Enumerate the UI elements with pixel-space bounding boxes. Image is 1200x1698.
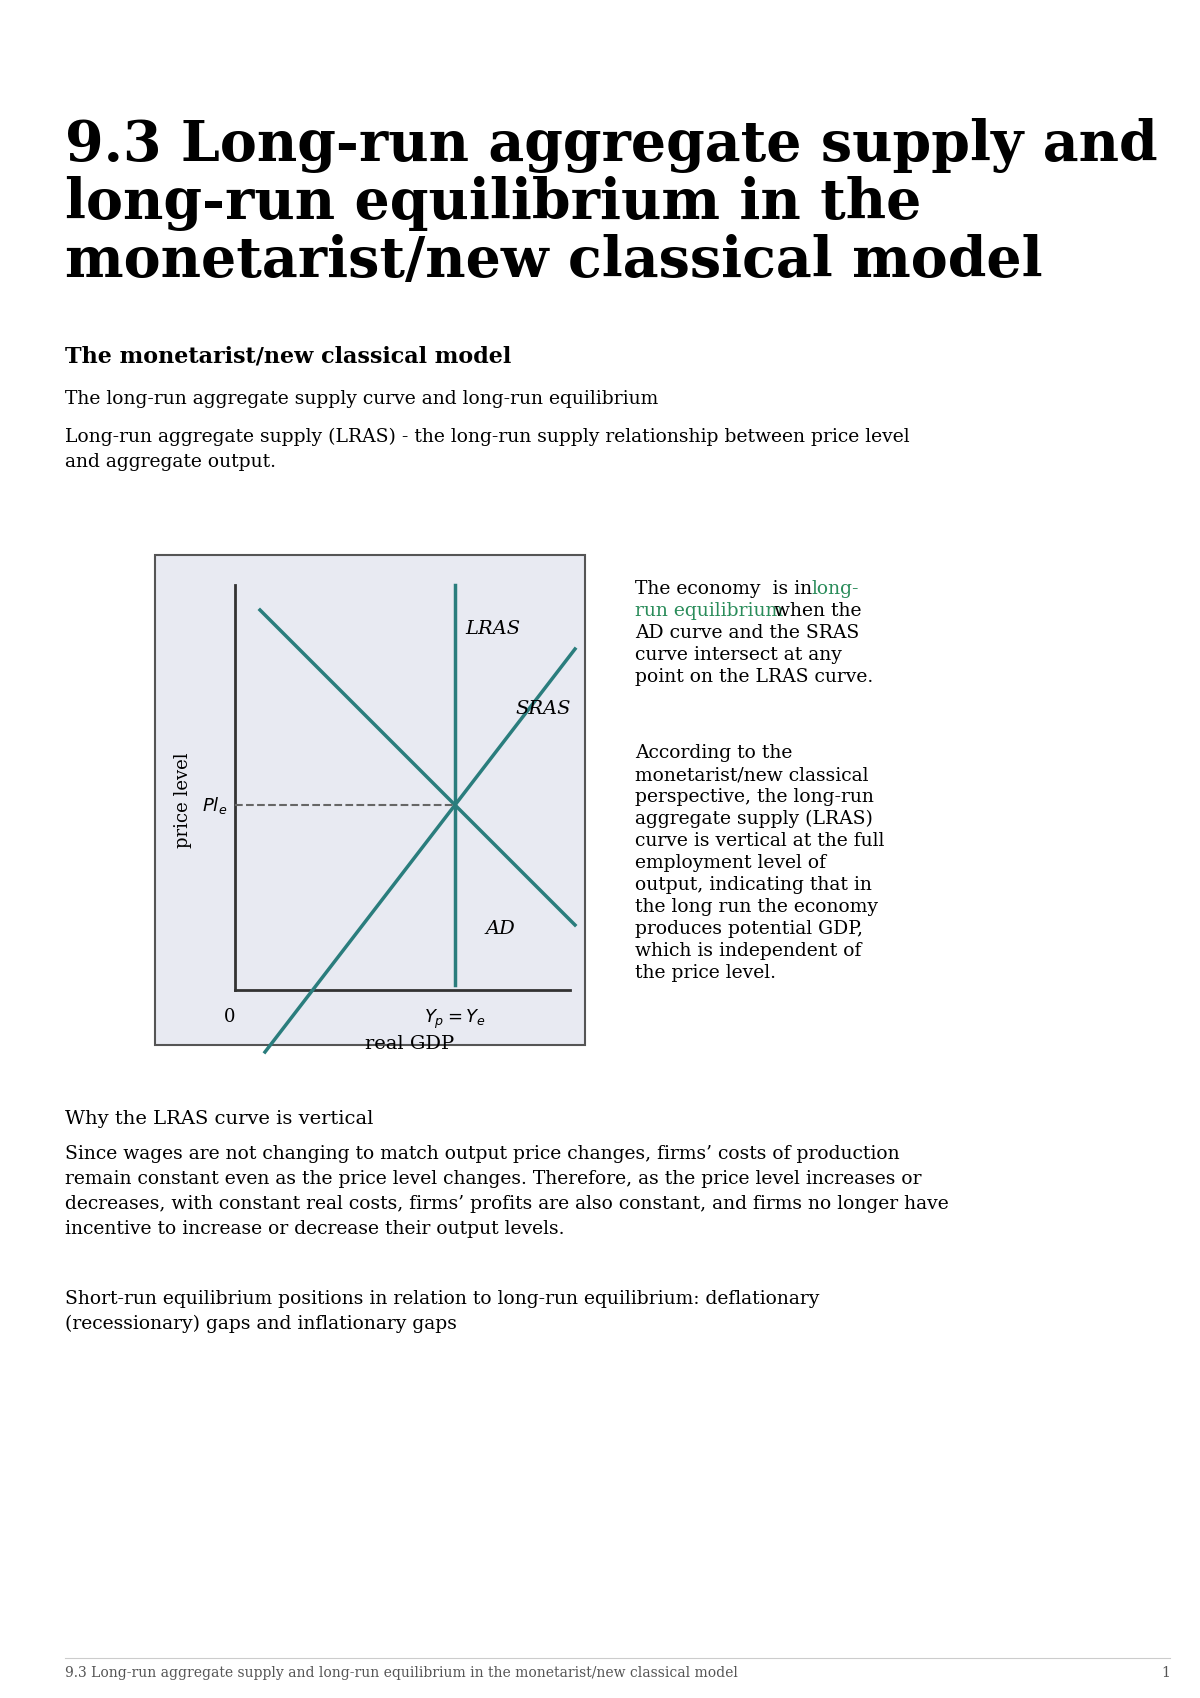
Text: AD curve and the SRAS: AD curve and the SRAS xyxy=(635,623,859,642)
Text: Since wages are not changing to match output price changes, firms’ costs of prod: Since wages are not changing to match ou… xyxy=(65,1144,900,1163)
Text: 9.3 Long-run aggregate supply and long-run equilibrium in the monetarist/new cla: 9.3 Long-run aggregate supply and long-r… xyxy=(65,1666,738,1679)
Text: (recessionary) gaps and inflationary gaps: (recessionary) gaps and inflationary gap… xyxy=(65,1314,457,1333)
Text: AD: AD xyxy=(485,920,515,937)
Text: The economy  is in: The economy is in xyxy=(635,581,818,598)
Text: 0: 0 xyxy=(224,1009,235,1026)
Text: perspective, the long-run: perspective, the long-run xyxy=(635,788,874,807)
Text: Why the LRAS curve is vertical: Why the LRAS curve is vertical xyxy=(65,1110,373,1127)
Text: employment level of: employment level of xyxy=(635,854,826,873)
Text: price level: price level xyxy=(174,752,192,847)
Text: Long-run aggregate supply (LRAS) - the long-run supply relationship between pric: Long-run aggregate supply (LRAS) - the l… xyxy=(65,428,910,447)
Text: curve is vertical at the full: curve is vertical at the full xyxy=(635,832,884,851)
Text: LRAS: LRAS xyxy=(466,620,520,638)
Text: long-run equilibrium in the: long-run equilibrium in the xyxy=(65,177,922,231)
Text: which is independent of: which is independent of xyxy=(635,942,862,959)
Text: the price level.: the price level. xyxy=(635,964,776,981)
Text: According to the: According to the xyxy=(635,744,792,762)
Text: Short-run equilibrium positions in relation to long-run equilibrium: deflationar: Short-run equilibrium positions in relat… xyxy=(65,1290,820,1307)
Text: point on the LRAS curve.: point on the LRAS curve. xyxy=(635,667,874,686)
Text: curve intersect at any: curve intersect at any xyxy=(635,645,842,664)
Text: output, indicating that in: output, indicating that in xyxy=(635,876,872,895)
Text: 1: 1 xyxy=(1162,1666,1170,1679)
Text: The long-run aggregate supply curve and long-run equilibrium: The long-run aggregate supply curve and … xyxy=(65,391,659,408)
Text: remain constant even as the price level changes. Therefore, as the price level i: remain constant even as the price level … xyxy=(65,1170,922,1189)
Text: $\it{Pl}$$_e$: $\it{Pl}$$_e$ xyxy=(202,795,227,815)
Text: produces potential GDP,: produces potential GDP, xyxy=(635,920,863,937)
Text: run equilibrium: run equilibrium xyxy=(635,603,784,620)
Text: the long run the economy: the long run the economy xyxy=(635,898,878,915)
Text: real GDP: real GDP xyxy=(365,1036,455,1053)
Text: The monetarist/new classical model: The monetarist/new classical model xyxy=(65,345,511,367)
Text: aggregate supply (LRAS): aggregate supply (LRAS) xyxy=(635,810,872,829)
Text: 9.3 Long-run aggregate supply and: 9.3 Long-run aggregate supply and xyxy=(65,117,1158,173)
Text: decreases, with constant real costs, firms’ profits are also constant, and firms: decreases, with constant real costs, fir… xyxy=(65,1195,949,1212)
Text: long-: long- xyxy=(811,581,858,598)
Text: incentive to increase or decrease their output levels.: incentive to increase or decrease their … xyxy=(65,1219,564,1238)
Text: SRAS: SRAS xyxy=(515,700,570,718)
Text: and aggregate output.: and aggregate output. xyxy=(65,453,276,470)
Text: monetarist/new classical model: monetarist/new classical model xyxy=(65,234,1043,289)
FancyBboxPatch shape xyxy=(155,555,586,1044)
Text: when the: when the xyxy=(768,603,862,620)
Text: $Y_p = Y_e$: $Y_p = Y_e$ xyxy=(424,1009,486,1031)
Text: monetarist/new classical: monetarist/new classical xyxy=(635,766,869,784)
